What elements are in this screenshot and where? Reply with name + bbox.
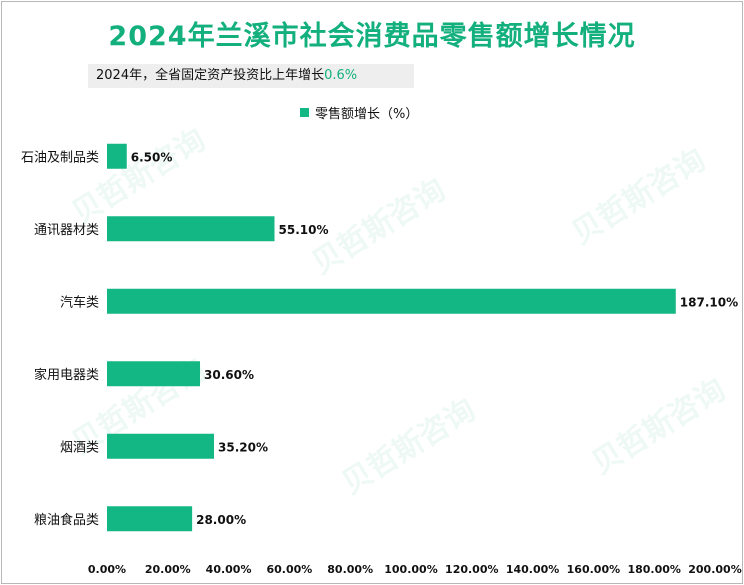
data-label: 6.50% [131, 150, 173, 164]
x-tick-label: 20.00% [145, 563, 191, 576]
legend-swatch [300, 108, 309, 117]
chart-title: 2024年兰溪市社会消费品零售额增长情况 [108, 21, 636, 52]
category-label: 粮油食品类 [34, 512, 99, 528]
data-label: 28.00% [196, 513, 246, 527]
x-tick-label: 200.00% [688, 563, 741, 576]
x-tick-label: 160.00% [567, 563, 620, 576]
info-note-value: 0.6% [324, 68, 358, 83]
category-label: 汽车类 [60, 294, 99, 310]
legend-label: 零售额增长（%） [315, 107, 419, 122]
x-tick-label: 80.00% [327, 563, 373, 576]
data-label: 30.60% [204, 368, 254, 382]
data-label: 35.20% [218, 440, 268, 454]
x-tick-label: 0.00% [88, 563, 126, 576]
x-tick-label: 120.00% [445, 563, 498, 576]
legend: 零售额增长（%） [300, 103, 418, 122]
data-label: 187.10% [680, 295, 738, 309]
x-tick-label: 40.00% [206, 563, 252, 576]
category-label: 石油及制品类 [21, 150, 99, 165]
bar [107, 361, 201, 387]
bar [107, 433, 215, 459]
x-tick-label: 140.00% [506, 563, 559, 576]
category-label: 家用电器类 [34, 367, 99, 383]
x-tick-label: 100.00% [384, 563, 437, 576]
info-note-text: 2024年，全省固定资产投资比上年增长 [96, 68, 325, 83]
bar [107, 288, 676, 314]
category-label: 烟酒类 [60, 440, 99, 455]
bar [107, 216, 275, 242]
x-tick-label: 60.00% [266, 563, 312, 576]
category-label: 通讯器材类 [34, 223, 99, 238]
bar [107, 506, 193, 532]
x-tick-label: 180.00% [627, 563, 680, 576]
info-note: 2024年，全省固定资产投资比上年增长0.6% [88, 64, 414, 88]
bar [107, 143, 127, 169]
data-label: 55.10% [279, 223, 329, 237]
